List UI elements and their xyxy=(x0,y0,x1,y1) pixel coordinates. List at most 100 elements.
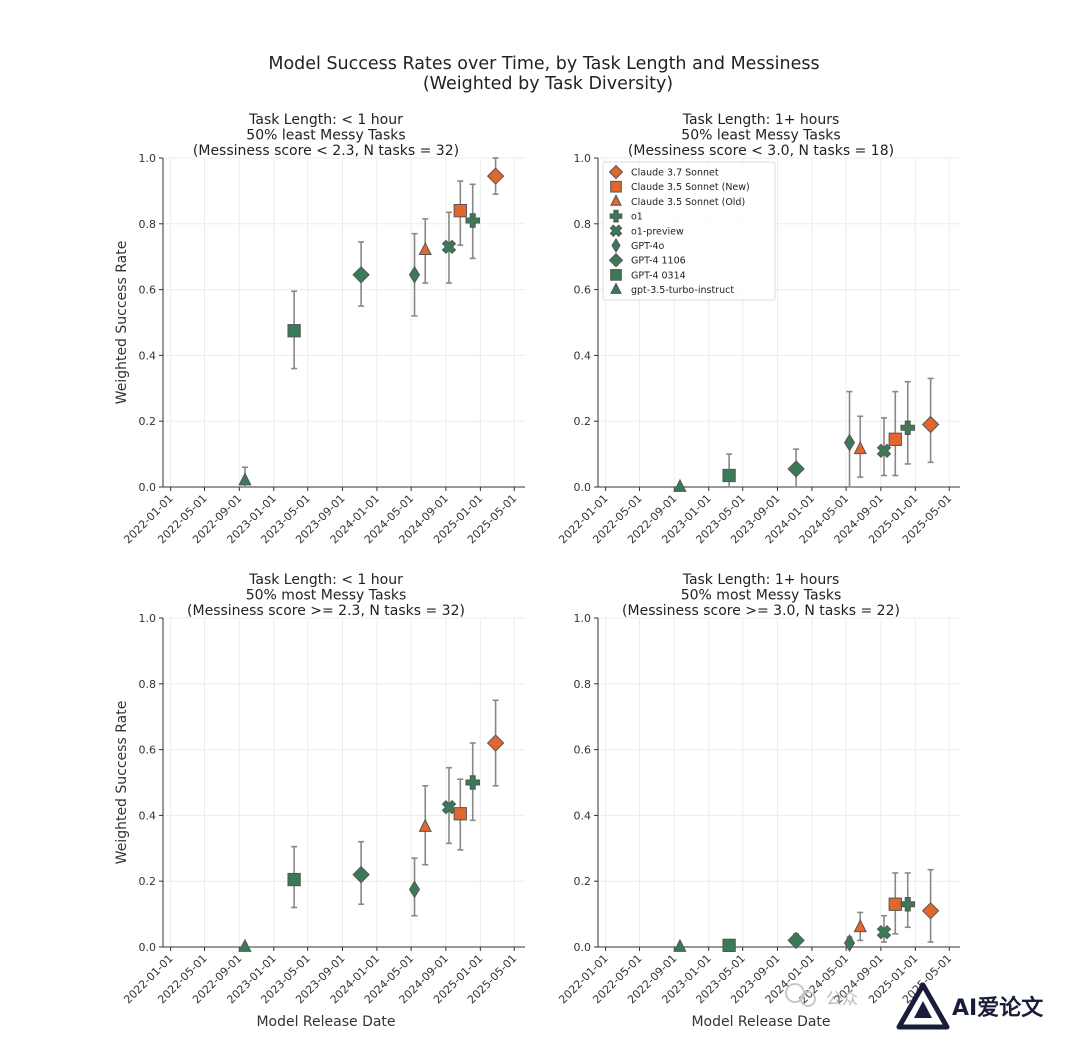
y-tick-label: 1.0 xyxy=(139,612,157,625)
subplot-title-line: Task Length: < 1 hour xyxy=(248,112,403,128)
point-gpt-3-5-turbo-instruct xyxy=(673,478,687,492)
y-tick-label: 0.0 xyxy=(139,941,157,954)
point-o1-preview xyxy=(876,924,892,940)
y-tick-label: 0.4 xyxy=(574,349,592,362)
legend-marker-claude-3-7-sonnet xyxy=(608,164,624,180)
point-claude-3-5-sonnet-old xyxy=(853,440,867,455)
subplot-title-line: (Messiness score < 2.3, N tasks = 32) xyxy=(193,143,459,159)
point-gpt-4-1106 xyxy=(787,931,805,950)
legend-marker-o1 xyxy=(609,209,623,223)
gridlines xyxy=(598,617,960,948)
point-gpt-3-5-turbo-instruct xyxy=(238,938,252,952)
data-points xyxy=(238,157,505,488)
point-o1-preview xyxy=(441,239,457,255)
y-tick-label: 1.0 xyxy=(574,612,592,625)
data-points xyxy=(673,868,940,953)
y-tick-label: 0.0 xyxy=(574,481,592,494)
point-gpt-4-0314 xyxy=(722,938,736,953)
legend-entry: GPT-4 1106 xyxy=(631,256,686,267)
subplot-title-line: 50% most Messy Tasks xyxy=(246,588,407,604)
legend-marker-gpt-4-0314 xyxy=(610,269,622,281)
watermark: 公众 AI爱论文 xyxy=(785,982,1044,1030)
y-tick-label: 0.2 xyxy=(139,415,157,428)
gridlines xyxy=(163,157,525,488)
point-gpt-4o xyxy=(843,433,856,452)
y-axis-label: Weighted Success Rate xyxy=(114,241,130,405)
legend-marker-gpt-3-5-turbo-instruct xyxy=(610,282,622,294)
legend-entry: GPT-4o xyxy=(631,241,664,252)
y-tick-label: 0.2 xyxy=(139,875,157,888)
y-tick-label: 0.8 xyxy=(139,218,157,231)
legend-marker-o1-preview xyxy=(609,224,623,238)
watermark-logo: 公众 AI爱论文 xyxy=(785,982,1044,1030)
legend-frame xyxy=(602,161,776,301)
y-tick-label: 0.2 xyxy=(574,415,592,428)
figure-title: Model Success Rates over Time, by Task L… xyxy=(268,54,819,74)
subplot-title-line: (Messiness score < 3.0, N tasks = 18) xyxy=(628,143,894,159)
point-gpt-3-5-turbo-instruct xyxy=(673,938,687,952)
y-tick-label: 0.0 xyxy=(139,481,157,494)
point-claude-3-7-sonnet xyxy=(921,902,940,920)
legend-marker-claude-3-5-sonnet-new xyxy=(610,180,622,193)
legend-entry: GPT-4 0314 xyxy=(631,270,686,281)
point-gpt-3-5-turbo-instruct xyxy=(238,472,252,486)
x-axis-label: Model Release Date xyxy=(256,1014,395,1030)
subplot-1: 0.00.20.40.60.81.02022-01-012022-05-0120… xyxy=(114,112,525,546)
y-axis-label: Weighted Success Rate xyxy=(114,701,130,865)
point-gpt-4-0314 xyxy=(287,324,301,338)
y-tick-label: 0.6 xyxy=(139,744,157,757)
legend-marker-gpt-4o xyxy=(611,238,621,253)
legend-entry: gpt-3.5-turbo-instruct xyxy=(631,285,734,296)
legend-entry: o1 xyxy=(631,212,643,223)
point-o1-preview xyxy=(876,443,892,459)
point-claude-3-5-sonnet-new xyxy=(888,897,902,911)
point-claude-3-7-sonnet xyxy=(486,734,505,752)
point-o1 xyxy=(465,213,480,228)
subplot-title-line: (Messiness score >= 3.0, N tasks = 22) xyxy=(622,603,900,619)
legend-entry: Claude 3.7 Sonnet xyxy=(631,168,719,179)
point-claude-3-5-sonnet-new xyxy=(453,807,467,821)
watermark-left-text: 公众 xyxy=(826,989,858,1008)
y-tick-label: 1.0 xyxy=(139,152,157,165)
legend: Claude 3.7 Sonnet Claude 3.5 Sonnet (New)… xyxy=(602,161,776,301)
x-axis-label: Model Release Date xyxy=(691,1014,830,1030)
point-o1-preview xyxy=(441,799,457,815)
point-gpt-4o xyxy=(408,880,421,899)
y-tick-label: 0.0 xyxy=(574,941,592,954)
point-gpt-4o xyxy=(408,265,421,284)
y-tick-label: 0.2 xyxy=(574,875,592,888)
point-gpt-4-1106 xyxy=(787,460,805,478)
subplot-title-line: 50% least Messy Tasks xyxy=(246,128,405,144)
subplot-2: 0.00.20.40.60.81.02022-01-012022-05-0120… xyxy=(556,112,960,546)
y-tick-label: 0.6 xyxy=(139,284,157,297)
wechat-icon-bubble xyxy=(800,991,816,1007)
y-tick-label: 0.6 xyxy=(574,284,592,297)
y-tick-label: 0.8 xyxy=(574,218,592,231)
data-points xyxy=(238,699,505,952)
gridlines xyxy=(163,617,525,948)
legend-entry: o1-preview xyxy=(631,226,684,237)
watermark-brand: AI爱论文 xyxy=(952,995,1044,1021)
point-claude-3-5-sonnet-old xyxy=(418,818,432,832)
point-claude-3-7-sonnet xyxy=(921,415,940,434)
y-tick-label: 0.4 xyxy=(139,809,157,822)
point-gpt-4-0314 xyxy=(287,872,301,887)
subplot-title-line: Task Length: < 1 hour xyxy=(248,572,403,588)
point-o1 xyxy=(900,420,915,436)
point-gpt-4-1106 xyxy=(352,865,370,884)
point-o1 xyxy=(465,775,480,790)
subplot-title-line: Task Length: 1+ hours xyxy=(682,572,840,588)
y-tick-label: 0.8 xyxy=(574,678,592,691)
data-points xyxy=(673,377,940,492)
legend-entry: Claude 3.5 Sonnet (New) xyxy=(631,182,750,193)
y-tick-label: 0.8 xyxy=(139,678,157,691)
point-gpt-4o xyxy=(843,934,856,953)
y-tick-label: 0.6 xyxy=(574,744,592,757)
point-claude-3-5-sonnet-new xyxy=(453,203,467,218)
point-claude-3-5-sonnet-old xyxy=(853,919,867,933)
figure-subtitle: (Weighted by Task Diversity) xyxy=(423,74,673,94)
point-gpt-4-0314 xyxy=(722,468,736,483)
subplot-4: 0.00.20.40.60.81.02022-01-012022-05-0120… xyxy=(556,572,960,1030)
subplot-3: 0.00.20.40.60.81.02022-01-012022-05-0120… xyxy=(114,572,525,1030)
